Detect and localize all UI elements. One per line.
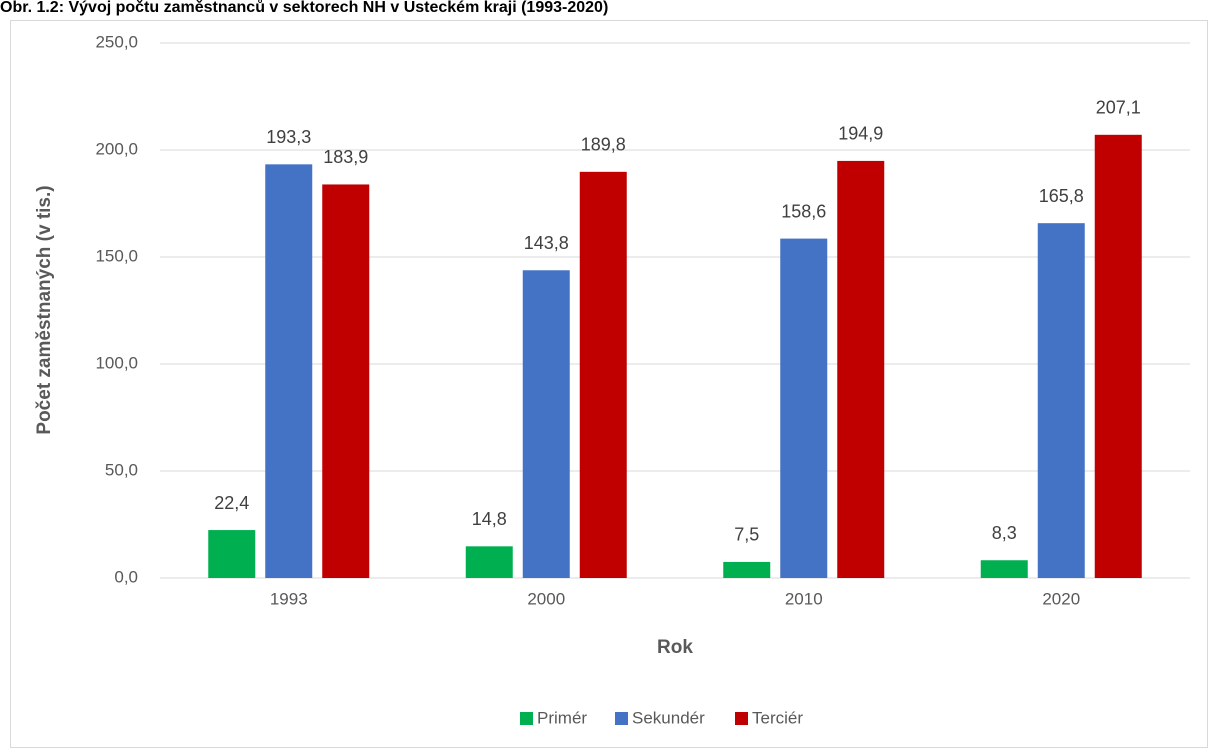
data-label: 183,9 bbox=[323, 147, 368, 167]
legend-label: Primér bbox=[537, 708, 587, 727]
x-tick-label: 2010 bbox=[785, 589, 823, 608]
legend-label: Sekundér bbox=[632, 708, 705, 727]
legend-label: Terciér bbox=[752, 708, 803, 727]
data-label: 7,5 bbox=[734, 525, 759, 545]
data-label: 158,6 bbox=[781, 201, 826, 221]
y-tick-label: 250,0 bbox=[95, 32, 138, 51]
bar bbox=[837, 160, 885, 578]
bar bbox=[322, 184, 370, 579]
y-axis-label: Počet zaměstnaných (v tis.) bbox=[34, 185, 55, 434]
data-label: 193,3 bbox=[266, 127, 311, 147]
bar bbox=[723, 561, 771, 578]
bar bbox=[980, 560, 1028, 578]
data-label: 189,8 bbox=[581, 135, 626, 155]
bar bbox=[265, 164, 313, 578]
bar bbox=[780, 238, 828, 578]
y-tick-label: 200,0 bbox=[95, 139, 138, 158]
x-axis-label: Rok bbox=[657, 637, 693, 658]
y-tick-label: 150,0 bbox=[95, 246, 138, 265]
data-label: 165,8 bbox=[1039, 186, 1084, 206]
legend-swatch bbox=[615, 712, 628, 725]
x-tick-label: 1993 bbox=[270, 589, 308, 608]
bar bbox=[579, 171, 627, 578]
data-label: 207,1 bbox=[1096, 98, 1141, 118]
y-tick-label: 0,0 bbox=[114, 567, 138, 586]
x-tick-label: 2020 bbox=[1042, 589, 1080, 608]
legend-swatch bbox=[520, 712, 533, 725]
legend-swatch bbox=[735, 712, 748, 725]
x-tick-label: 2000 bbox=[527, 589, 565, 608]
data-label: 22,4 bbox=[214, 493, 249, 513]
data-label: 8,3 bbox=[992, 523, 1017, 543]
bar bbox=[1037, 223, 1085, 579]
y-tick-label: 100,0 bbox=[95, 353, 138, 372]
data-label: 143,8 bbox=[524, 233, 569, 253]
data-label: 14,8 bbox=[472, 509, 507, 529]
data-label: 194,9 bbox=[838, 124, 883, 144]
chart-title: Obr. 1.2: Vývoj počtu zaměstnanců v sekt… bbox=[0, 0, 608, 16]
bar bbox=[522, 270, 570, 578]
bar bbox=[1094, 134, 1142, 578]
bar bbox=[465, 546, 513, 578]
y-tick-label: 50,0 bbox=[105, 460, 138, 479]
bar bbox=[208, 530, 256, 578]
